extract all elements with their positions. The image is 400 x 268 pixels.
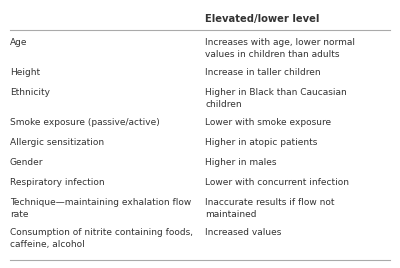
Text: Elevated/lower level: Elevated/lower level <box>205 14 319 24</box>
Text: Technique—maintaining exhalation flow
rate: Technique—maintaining exhalation flow ra… <box>10 198 191 219</box>
Text: Ethnicity: Ethnicity <box>10 88 50 97</box>
Text: Inaccurate results if flow not
maintained: Inaccurate results if flow not maintaine… <box>205 198 334 219</box>
Text: Increases with age, lower normal
values in children than adults: Increases with age, lower normal values … <box>205 38 355 59</box>
Text: Height: Height <box>10 68 40 77</box>
Text: Gender: Gender <box>10 158 44 167</box>
Text: Respiratory infection: Respiratory infection <box>10 178 105 187</box>
Text: Lower with concurrent infection: Lower with concurrent infection <box>205 178 349 187</box>
Text: Higher in atopic patients: Higher in atopic patients <box>205 138 317 147</box>
Text: Lower with smoke exposure: Lower with smoke exposure <box>205 118 331 127</box>
Text: Consumption of nitrite containing foods,
caffeine, alcohol: Consumption of nitrite containing foods,… <box>10 228 193 249</box>
Text: Age: Age <box>10 38 28 47</box>
Text: Increase in taller children: Increase in taller children <box>205 68 321 77</box>
Text: Smoke exposure (passive/active): Smoke exposure (passive/active) <box>10 118 160 127</box>
Text: Increased values: Increased values <box>205 228 281 237</box>
Text: Allergic sensitization: Allergic sensitization <box>10 138 104 147</box>
Text: Higher in Black than Caucasian
children: Higher in Black than Caucasian children <box>205 88 347 109</box>
Text: Higher in males: Higher in males <box>205 158 276 167</box>
